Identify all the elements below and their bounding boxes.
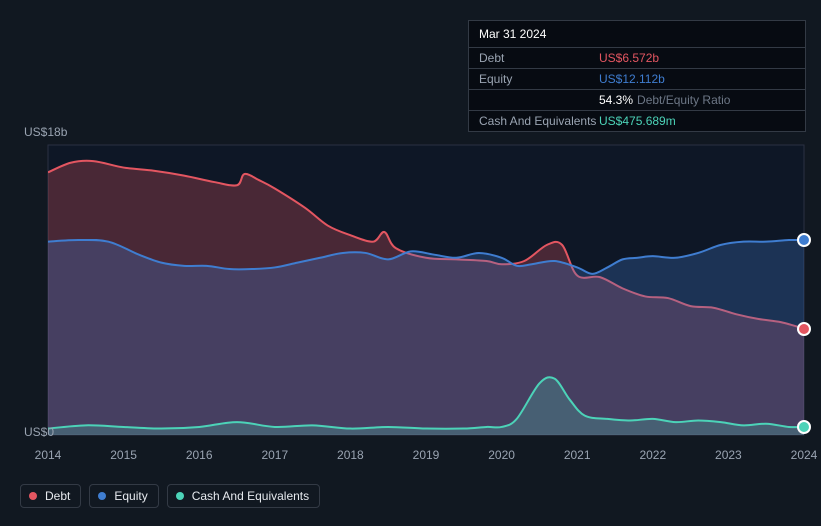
legend: Debt Equity Cash And Equivalents bbox=[20, 484, 320, 508]
series-end-marker bbox=[797, 322, 811, 336]
tooltip-row-label: Equity bbox=[479, 71, 599, 87]
legend-debt[interactable]: Debt bbox=[20, 484, 81, 508]
series-end-marker bbox=[797, 420, 811, 434]
legend-label: Debt bbox=[45, 489, 70, 503]
tooltip-row-value: US$6.572b bbox=[599, 50, 659, 66]
xaxis-tick-label: 2015 bbox=[110, 448, 137, 462]
debt-equity-chart-widget: US$18b US$0 2014 2015 2016 2017 2018 2019 2020… bbox=[0, 0, 821, 526]
xaxis-tick-label: 2014 bbox=[35, 448, 62, 462]
legend-cash[interactable]: Cash And Equivalents bbox=[167, 484, 320, 508]
yaxis-max-label: US$18b bbox=[24, 125, 67, 139]
chart-tooltip: Mar 31 2024 DebtUS$6.572bEquityUS$12.112… bbox=[468, 20, 806, 132]
legend-label: Cash And Equivalents bbox=[192, 489, 309, 503]
xaxis-tick-label: 2018 bbox=[337, 448, 364, 462]
tooltip-row-value: 54.3% bbox=[599, 92, 633, 108]
tooltip-row-value: US$475.689m bbox=[599, 113, 676, 129]
xaxis-tick-label: 2023 bbox=[715, 448, 742, 462]
tooltip-date: Mar 31 2024 bbox=[469, 21, 805, 47]
legend-label: Equity bbox=[114, 489, 147, 503]
legend-dot bbox=[29, 492, 37, 500]
legend-dot bbox=[98, 492, 106, 500]
xaxis-tick-label: 2016 bbox=[186, 448, 213, 462]
legend-dot bbox=[176, 492, 184, 500]
legend-equity[interactable]: Equity bbox=[89, 484, 158, 508]
xaxis-tick-label: 2019 bbox=[413, 448, 440, 462]
tooltip-row: Cash And EquivalentsUS$475.689m bbox=[469, 110, 805, 131]
xaxis-tick-label: 2024 bbox=[791, 448, 818, 462]
xaxis-tick-label: 2017 bbox=[261, 448, 288, 462]
tooltip-row-label bbox=[479, 92, 599, 108]
yaxis-min-label: US$0 bbox=[24, 425, 54, 439]
tooltip-row: EquityUS$12.112b bbox=[469, 68, 805, 89]
tooltip-row-label: Debt bbox=[479, 50, 599, 66]
tooltip-row-value: US$12.112b bbox=[599, 71, 665, 87]
tooltip-row: DebtUS$6.572b bbox=[469, 47, 805, 68]
xaxis-tick-label: 2021 bbox=[564, 448, 591, 462]
tooltip-row-suffix: Debt/Equity Ratio bbox=[637, 92, 730, 108]
xaxis-tick-label: 2022 bbox=[639, 448, 666, 462]
tooltip-row: 54.3%Debt/Equity Ratio bbox=[469, 89, 805, 110]
xaxis-tick-label: 2020 bbox=[488, 448, 515, 462]
series-equity bbox=[48, 240, 804, 435]
series-end-marker bbox=[797, 233, 811, 247]
tooltip-row-label: Cash And Equivalents bbox=[479, 113, 599, 129]
